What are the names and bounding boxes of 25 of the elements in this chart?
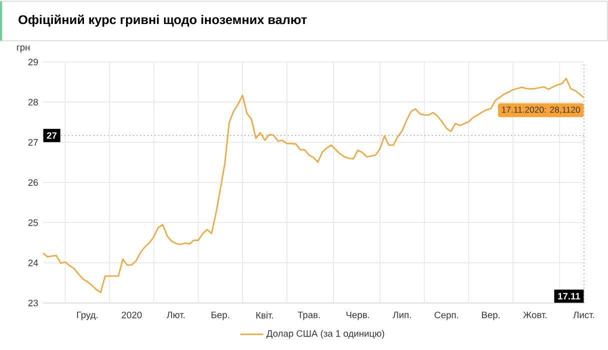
y-tick-label: 23 (28, 300, 38, 306)
legend-label: Долар США (за 1 одиницю) (266, 330, 384, 339)
x-tick-label: Бер. (212, 312, 230, 320)
x-tick-label: 2020 (122, 312, 142, 318)
x-tick-label: Лют. (166, 312, 185, 318)
x-tick-label: Черв. (346, 312, 370, 320)
chart-title: Офіційний курс гривні щодо іноземних валют (18, 14, 307, 27)
y-tick-label: 26 (28, 179, 38, 186)
x-tick-label: Груд. (77, 312, 98, 320)
x-tick-label: Вер. (482, 312, 500, 320)
x-tick-label: Квіт. (256, 312, 274, 318)
y-tick-label: 29 (28, 58, 38, 66)
x-tick-label: Жовт. (523, 312, 546, 318)
y-tick-label: 24 (28, 260, 38, 266)
y-tick-label: 25 (28, 219, 38, 226)
x-tick-label: Лист. (573, 312, 594, 318)
y-tick-label: 28 (28, 98, 38, 106)
annotation: 17.11.2020: 28,1120 (502, 106, 580, 114)
annotation: 17.11 (558, 292, 580, 300)
ref-line-label: 27 (46, 132, 57, 139)
y-axis-title: грн (17, 46, 30, 52)
x-tick-label: Лип. (392, 312, 411, 318)
x-tick-label: Трав. (298, 312, 320, 320)
x-tick-label: Серп. (434, 312, 458, 320)
y-tick-label: 27 (28, 139, 38, 146)
